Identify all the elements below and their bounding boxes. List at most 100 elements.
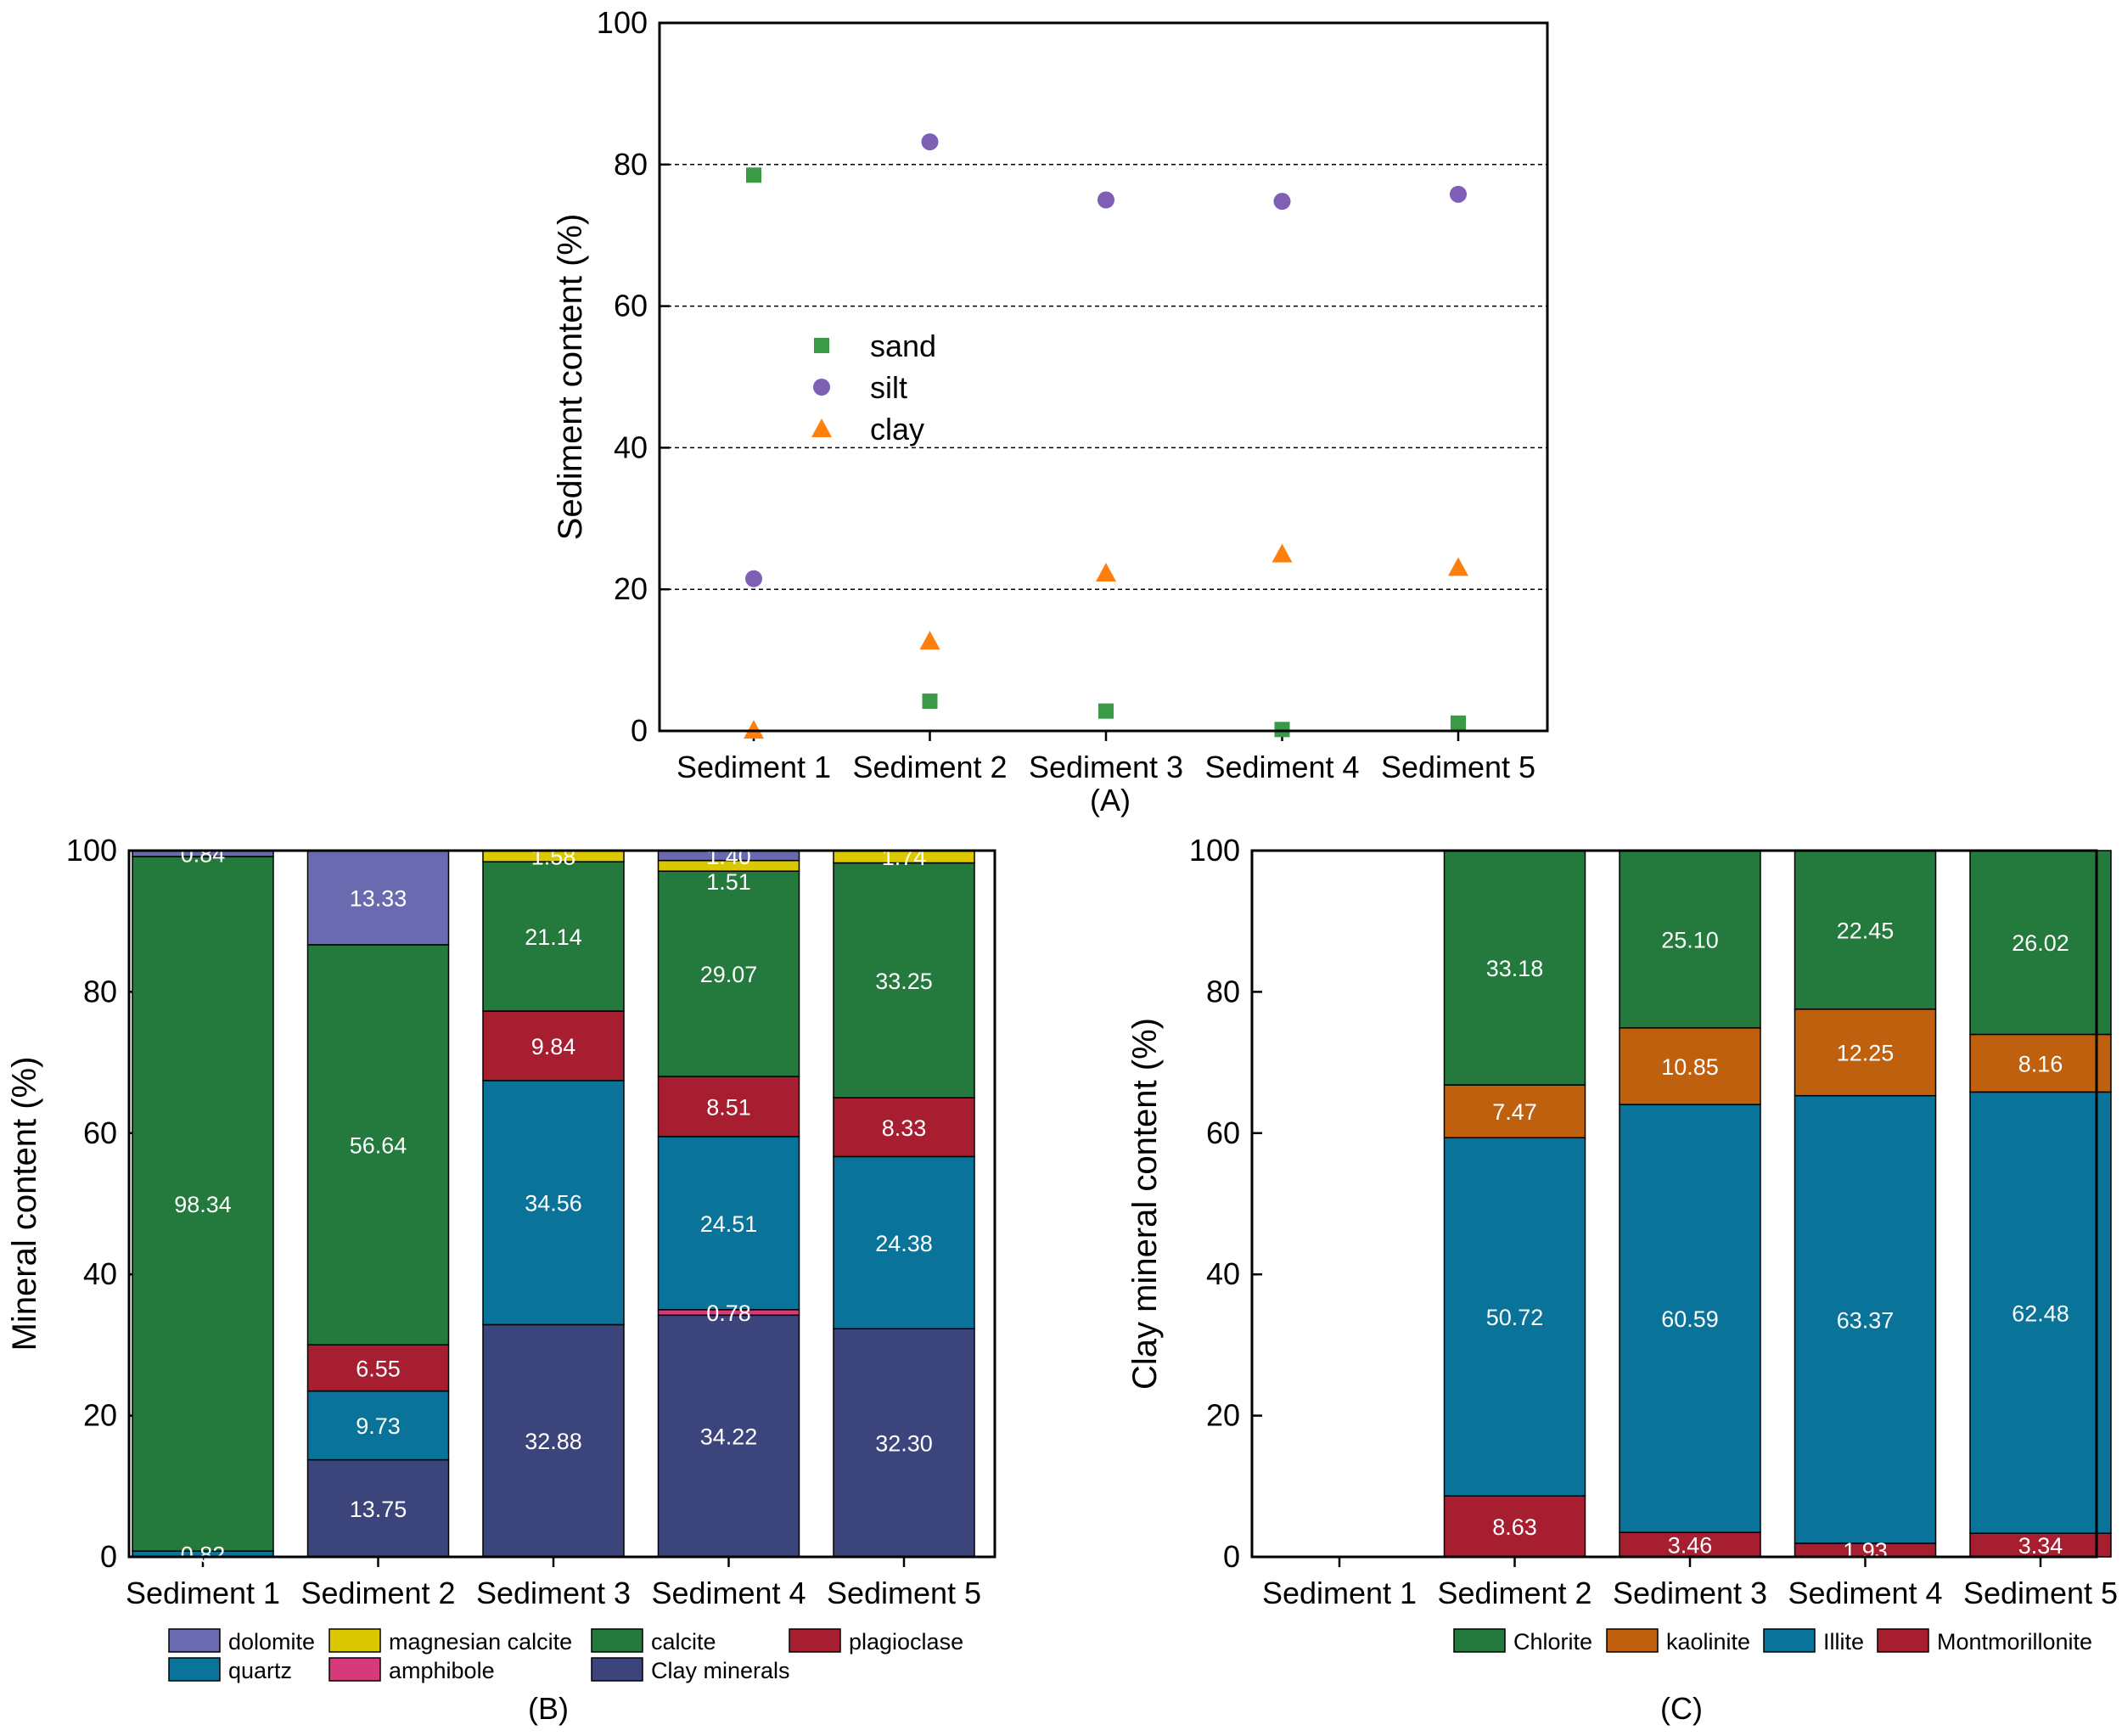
b-x-tick-label: Sediment 5	[827, 1576, 981, 1610]
c-bar-label: 8.63	[1492, 1514, 1537, 1540]
b-y-tick-label: 60	[83, 1115, 117, 1150]
b-bar-label: 8.51	[706, 1094, 751, 1120]
b-bar-label: 0.84	[181, 841, 226, 867]
b-bar-label: 1.51	[706, 869, 751, 895]
a-y-tick-label: 20	[614, 571, 648, 606]
b-panel-label: (B)	[528, 1691, 569, 1726]
c-legend-label: Chlorite	[1513, 1629, 1592, 1655]
b-legend-swatch	[168, 1628, 221, 1653]
c-y-tick-label: 80	[1206, 974, 1240, 1008]
a-legend-marker-silt	[813, 379, 830, 396]
b-legend-label: calcite	[651, 1629, 716, 1655]
b-legend-swatch	[328, 1657, 381, 1682]
b-bar-label: 21.14	[525, 924, 582, 950]
b-legend-label: Clay minerals	[651, 1658, 790, 1683]
b-legend-swatch	[168, 1657, 221, 1682]
b-plot-frame	[127, 849, 996, 1559]
a-x-tick-label: Sediment 2	[852, 750, 1007, 784]
b-bar-segment-plagioclase	[833, 1097, 975, 1158]
c-x-tick-label: Sediment 2	[1437, 1576, 1592, 1610]
a-point-silt	[1097, 191, 1114, 209]
c-bar-segment-montmorillonite	[1443, 1495, 1586, 1558]
c-bar-segment-kaolinite	[1443, 1084, 1586, 1138]
b-bar-label: 24.38	[875, 1231, 933, 1256]
b-bar-segment-clay-minerals	[657, 1314, 800, 1558]
b-legend-label: dolomite	[228, 1629, 315, 1655]
b-bar-label: 1.58	[531, 845, 576, 870]
b-legend-swatch	[591, 1628, 643, 1653]
b-x-tick-label: Sediment 1	[126, 1576, 280, 1610]
a-y-tick-label: 0	[631, 713, 648, 748]
b-x-tick-label: Sediment 3	[476, 1576, 631, 1610]
b-bar-segment-calcite	[657, 870, 800, 1077]
c-y-tick-label: 60	[1206, 1115, 1240, 1150]
a-point-silt	[1450, 185, 1467, 203]
c-legend-label: Illite	[1823, 1629, 1864, 1655]
a-legend-marker-sand	[814, 338, 829, 353]
b-bar-label: 29.07	[700, 962, 758, 987]
a-point-clay	[1096, 563, 1116, 582]
a-point-clay	[744, 720, 764, 739]
a-legend-label: clay	[870, 412, 924, 447]
c-legend-swatch	[1877, 1628, 1929, 1653]
b-bar-segment-calcite	[482, 861, 625, 1012]
b-bar-label: 24.51	[700, 1211, 758, 1237]
c-legend-swatch	[1606, 1628, 1659, 1653]
c-legend-swatch	[1453, 1628, 1506, 1653]
c-bar-segment-kaolinite	[1794, 1008, 1937, 1097]
c-bar-segment-illite	[1443, 1137, 1586, 1497]
b-bar-segment-quartz	[657, 1136, 800, 1311]
c-plot-frame	[1250, 849, 2098, 1559]
a-point-silt	[921, 133, 939, 151]
b-bar-segment-quartz	[833, 1155, 975, 1330]
a-point-silt	[1273, 193, 1291, 211]
b-bar-segment-clay-minerals	[833, 1328, 975, 1558]
b-y-tick-label: 0	[100, 1539, 117, 1574]
a-x-tick-label: Sediment 4	[1204, 750, 1359, 784]
b-bar-segment-calcite	[306, 944, 450, 1346]
b-bar-segment-dolomite	[306, 850, 450, 946]
b-bar-label: 9.73	[356, 1413, 401, 1439]
b-bar-label: 9.84	[531, 1034, 576, 1059]
c-x-tick-label: Sediment 5	[1963, 1576, 2118, 1610]
c-bar-segment-illite	[1794, 1094, 1937, 1544]
c-y-tick-label: 20	[1206, 1398, 1240, 1433]
a-x-tick-label: Sediment 5	[1381, 750, 1535, 784]
c-bar-label: 62.48	[2012, 1301, 2069, 1326]
c-y-tick-label: 100	[1189, 833, 1240, 868]
b-bar-label: 13.75	[350, 1497, 407, 1522]
c-bar-label: 60.59	[1661, 1306, 1719, 1332]
a-point-sand	[1451, 715, 1466, 731]
b-bar-segment-quartz	[306, 1390, 450, 1461]
c-bar-label: 8.16	[2018, 1051, 2063, 1076]
b-bar-label: 34.56	[525, 1191, 582, 1216]
c-bar-label: 3.34	[2018, 1533, 2063, 1559]
c-bar-label: 25.10	[1661, 927, 1719, 952]
b-legend-label: magnesian calcite	[389, 1629, 572, 1655]
b-y-tick-label: 100	[66, 833, 117, 868]
b-bar-label: 1.40	[706, 844, 751, 869]
c-bar-segment-chlorite	[1969, 850, 2112, 1036]
c-legend-swatch	[1763, 1628, 1816, 1653]
c-bar-label: 7.47	[1492, 1099, 1537, 1125]
b-bar-label: 13.33	[350, 885, 407, 911]
b-bar-label: 6.55	[356, 1356, 401, 1381]
c-bar-segment-illite	[1619, 1104, 1761, 1533]
b-bar-segment-calcite	[833, 862, 975, 1098]
c-bar-segment-montmorillonite	[1619, 1531, 1761, 1558]
c-panel-label: (C)	[1660, 1691, 1703, 1726]
a-point-clay	[1272, 543, 1293, 563]
c-bar-label: 10.85	[1661, 1054, 1719, 1080]
b-bar-segment-clay-minerals	[482, 1323, 625, 1558]
a-point-sand	[1274, 722, 1290, 738]
b-bar-label: 32.88	[525, 1429, 582, 1454]
b-bar-segment-quartz	[482, 1080, 625, 1326]
c-bar-segment-kaolinite	[1969, 1033, 2112, 1093]
b-bar-label: 56.64	[350, 1133, 407, 1159]
a-plot-frame	[658, 21, 1549, 733]
c-bar-label: 33.18	[1486, 956, 1544, 981]
b-y-axis-title: Mineral content (%)	[6, 1057, 43, 1351]
c-bar-segment-chlorite	[1619, 850, 1761, 1029]
c-y-tick-label: 0	[1223, 1539, 1240, 1574]
c-bar-label: 12.25	[1837, 1041, 1895, 1066]
